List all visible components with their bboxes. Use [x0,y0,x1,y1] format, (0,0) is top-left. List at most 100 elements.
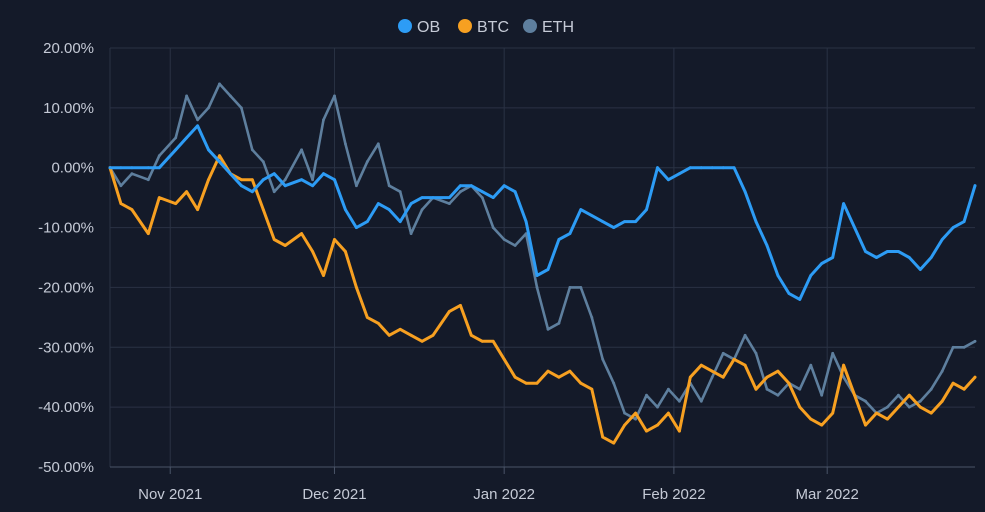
data-point-ob [765,244,769,247]
data-point-ob [776,274,780,277]
series-line-ob[interactable] [108,124,977,301]
data-point-ob [820,262,824,265]
data-point-btc [535,381,539,385]
data-point-ob [864,250,867,253]
x-tick-label: Feb 2022 [642,486,705,503]
data-point-ob [480,190,484,194]
x-tick-label: Dec 2021 [302,486,366,503]
data-point-eth [864,399,867,403]
data-point-eth [146,178,150,182]
data-point-ob [546,268,550,271]
data-point-eth [448,202,451,206]
data-point-btc [272,238,276,241]
data-point-eth [119,184,123,188]
data-point-ob [710,166,714,170]
data-point-btc [513,375,517,379]
y-axis: 20.00% 10.00% 0.00% -10.00% -20.00% -30.00% -4… [38,40,94,476]
data-point-eth [185,94,189,98]
x-axis: Nov 2021 Dec 2021 Jan 2022 Feb 2022 Mar 2022 [110,466,975,503]
data-point-ob [918,268,922,271]
data-point-eth [656,405,659,409]
data-point-ob [261,178,265,182]
data-point-ob [732,166,736,170]
legend-label: ETH [542,19,574,36]
data-point-eth [798,387,802,391]
data-point-eth [387,184,391,188]
data-point-eth [491,226,495,230]
data-point-ob [448,196,451,200]
plot-area [108,82,977,445]
data-point-btc [579,381,583,385]
data-point-btc [787,381,791,385]
data-point-ob [387,208,391,212]
data-point-ob [229,172,232,176]
series-btc[interactable] [108,154,977,445]
data-point-btc [667,411,670,415]
data-point-eth [962,345,966,349]
data-point-eth [513,244,517,247]
data-point-ob [601,220,605,224]
data-point-btc [568,369,572,373]
data-point-eth [776,393,780,397]
data-point-ob [929,256,933,259]
legend[interactable]: OB BTC ETH [398,19,574,36]
legend-marker-icon [398,19,412,33]
data-point-eth [579,286,583,289]
data-point-ob [951,226,955,230]
series-ob[interactable] [108,124,977,301]
data-point-ob [656,166,659,170]
data-point-btc [634,411,637,415]
data-point-ob [699,166,703,170]
data-point-eth [809,363,813,367]
data-point-ob [973,184,977,188]
legend-item-btc[interactable]: BTC [458,19,509,36]
legend-label: OB [417,19,440,36]
data-point-ob [469,184,473,188]
data-point-btc [721,375,725,379]
data-point-eth [612,381,616,385]
data-point-eth [398,190,402,194]
data-point-eth [546,327,550,331]
data-point-ob [174,148,178,152]
legend-item-ob[interactable]: OB [398,19,440,36]
data-point-ob [409,202,413,206]
data-point-btc [409,333,413,337]
data-point-ob [420,196,424,200]
data-point-btc [376,321,380,325]
data-point-eth [250,148,254,152]
data-point-eth [196,118,200,122]
data-point-btc [311,250,314,253]
data-point-btc [448,310,451,313]
data-point-btc [196,208,200,212]
data-point-eth [645,393,648,397]
data-point-ob [185,136,189,140]
data-point-eth [623,411,626,415]
data-point-btc [601,435,605,439]
y-tick-label: -40.00% [38,399,94,416]
data-point-btc [699,363,703,367]
data-point-btc [322,274,325,277]
data-point-ob [535,274,539,277]
data-point-btc [344,250,347,253]
data-point-btc [459,304,462,307]
data-point-ob [196,124,200,128]
legend-item-eth[interactable]: ETH [523,19,574,36]
data-point-btc [333,238,336,241]
y-tick-label: 10.00% [43,100,94,117]
data-point-ob [491,196,495,200]
series-line-eth[interactable] [108,82,977,421]
data-point-ob [250,190,254,194]
data-point-ob [365,220,369,224]
data-point-eth [929,387,933,391]
data-point-btc [355,286,358,289]
data-point-btc [623,423,626,427]
data-point-btc [973,375,977,379]
data-point-eth [765,387,769,391]
series-line-btc[interactable] [108,154,977,445]
data-point-eth [502,238,506,241]
data-point-btc [300,232,303,236]
data-point-btc [710,369,714,373]
data-point-btc [502,357,506,361]
data-point-ob [886,250,889,253]
